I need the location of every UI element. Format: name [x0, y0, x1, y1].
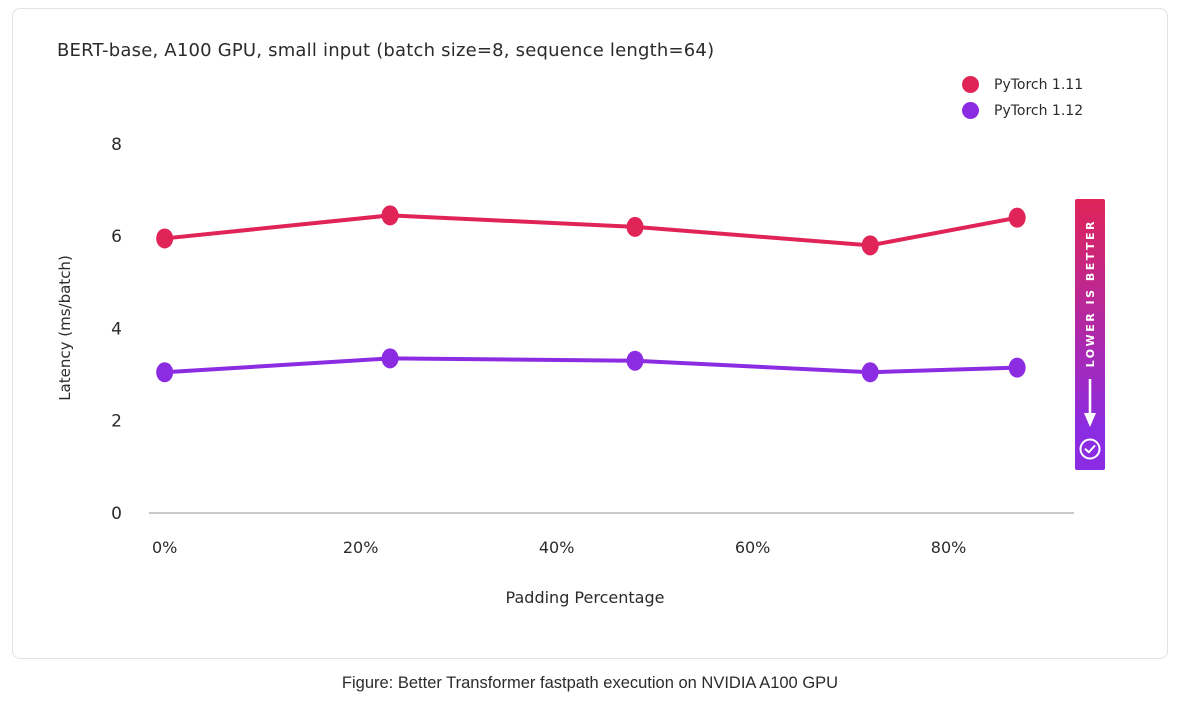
data-point — [156, 228, 174, 249]
data-point — [156, 362, 174, 383]
y-tick-label: 0 — [111, 504, 122, 524]
y-axis-label: Latency (ms/batch) — [56, 255, 74, 401]
data-point — [381, 205, 399, 226]
figure-caption: Figure: Better Transformer fastpath exec… — [341, 674, 839, 692]
legend-label: PyTorch 1.12 — [994, 102, 1084, 119]
x-tick-label: 80% — [931, 538, 967, 557]
legend-item-pytorch-1-11: PyTorch 1.11 — [962, 76, 1083, 93]
y-tick-label: 6 — [111, 227, 122, 247]
legend-item-pytorch-1-12: PyTorch 1.12 — [962, 102, 1083, 119]
data-point — [1008, 357, 1026, 378]
x-tick-label: 40% — [539, 538, 575, 557]
x-tick-label: 60% — [735, 538, 771, 557]
circled-check-icon — [1079, 438, 1101, 460]
data-point — [1008, 207, 1026, 228]
y-tick-label: 4 — [111, 319, 122, 339]
down-arrow-icon — [1084, 379, 1096, 427]
y-tick-label: 8 — [111, 135, 122, 155]
badge-label: LOWER IS BETTER — [1083, 218, 1097, 367]
legend-label: PyTorch 1.11 — [994, 76, 1084, 93]
chart-title: BERT-base, A100 GPU, small input (batch … — [57, 40, 715, 61]
x-tick-label: 20% — [343, 538, 379, 557]
legend-dot-icon — [962, 76, 979, 93]
x-tick-label: 0% — [152, 538, 177, 557]
series-line-pytorch-1-12 — [164, 356, 1018, 375]
legend: PyTorch 1.11 PyTorch 1.12 — [962, 76, 1083, 119]
data-point — [381, 348, 399, 369]
lower-is-better-badge: LOWER IS BETTER — [1075, 199, 1105, 470]
data-point — [861, 362, 879, 383]
x-axis-label: Padding Percentage — [505, 588, 665, 607]
data-point — [861, 235, 879, 256]
series-line-pytorch-1-11 — [164, 213, 1018, 248]
data-point — [626, 350, 644, 371]
y-tick-label: 2 — [111, 412, 122, 432]
legend-dot-icon — [962, 102, 979, 119]
data-point — [626, 216, 644, 237]
